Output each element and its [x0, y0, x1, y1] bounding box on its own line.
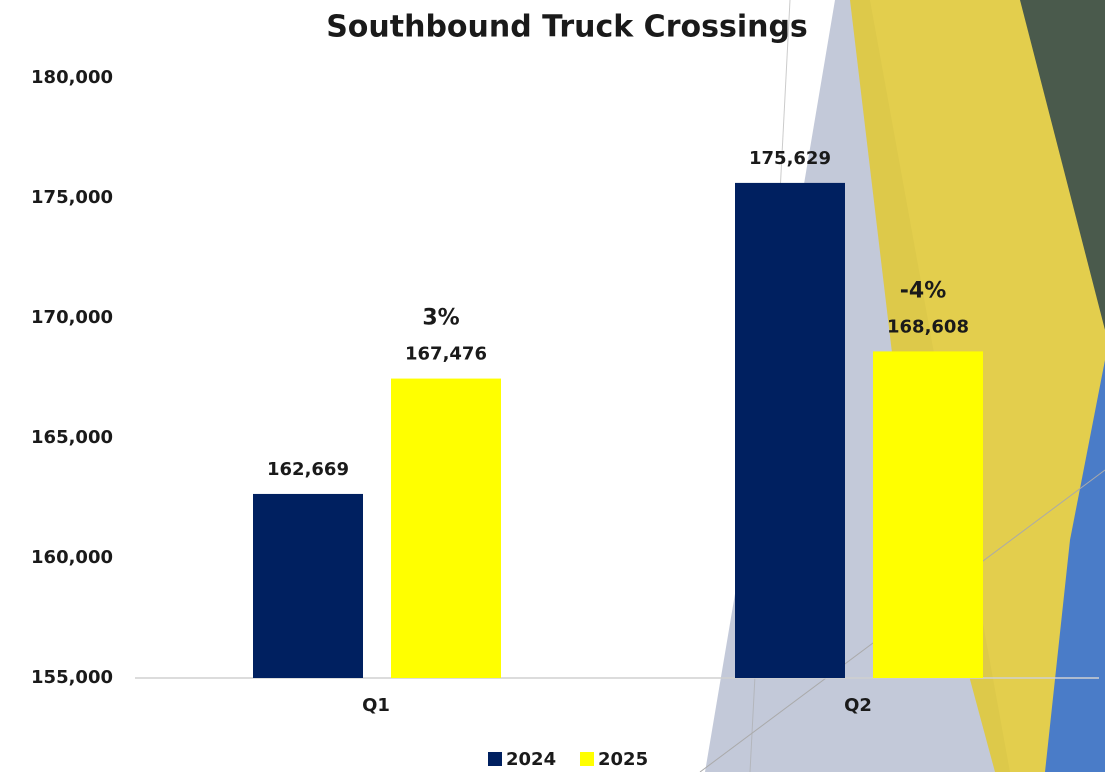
- bar: [253, 493, 363, 678]
- chart-title: Southbound Truck Crossings: [326, 10, 808, 45]
- y-tick-label: 180,000: [31, 67, 113, 88]
- x-tick-label: Q1: [362, 695, 390, 716]
- legend-swatch: [488, 752, 502, 766]
- legend-swatch: [580, 752, 594, 766]
- data-label: 175,629: [749, 148, 831, 169]
- bar: [735, 182, 845, 679]
- y-tick-label: 170,000: [31, 307, 113, 328]
- legend-label: 2025: [598, 749, 648, 770]
- data-label: 167,476: [405, 344, 487, 365]
- y-tick-label: 175,000: [31, 187, 113, 208]
- y-tick-label: 165,000: [31, 427, 113, 448]
- bar: [873, 351, 983, 678]
- x-tick-label: Q2: [844, 695, 872, 716]
- data-label: 162,669: [267, 459, 349, 480]
- data-label: 168,608: [887, 316, 969, 337]
- annotation: 3%: [422, 306, 459, 331]
- y-tick-label: 160,000: [31, 547, 113, 568]
- y-tick-label: 155,000: [31, 667, 113, 688]
- bar: [391, 378, 501, 678]
- annotation: -4%: [900, 278, 946, 303]
- legend-label: 2024: [506, 749, 556, 770]
